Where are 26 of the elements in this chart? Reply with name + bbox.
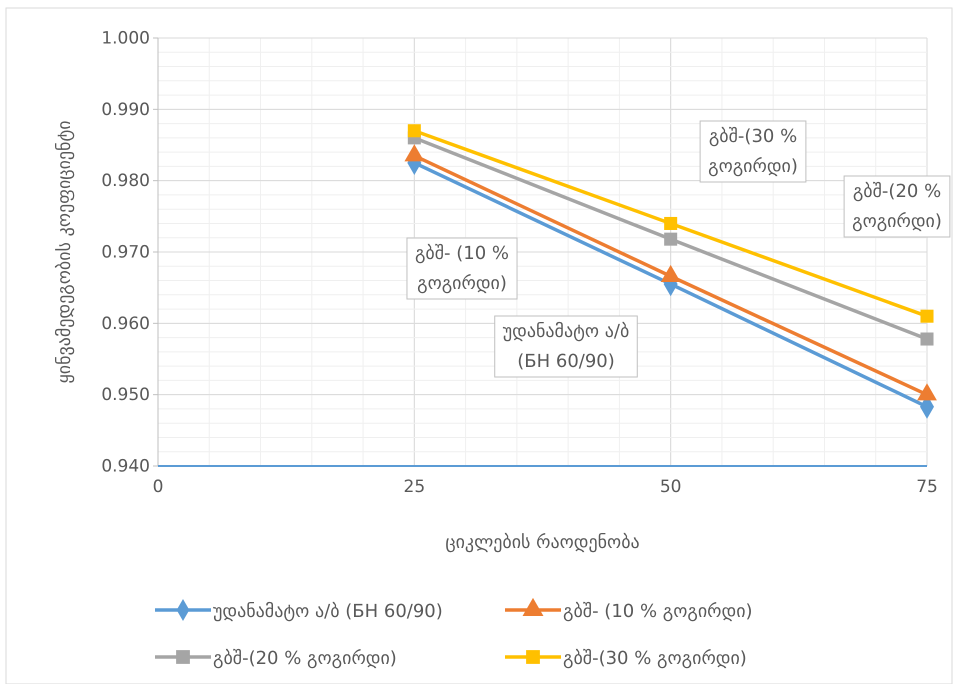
annotation: გბშ-(30 % გოგირდი) (708, 126, 798, 177)
point (920, 332, 934, 346)
y-tick-label: 0.970 (101, 242, 150, 262)
annotation: გბშ- (10 % გოგირდი) (414, 243, 510, 294)
legend-label: გბშ-(20 % გოგირდი) (213, 648, 397, 669)
legend-label: გბშ- (10 % გოგირდი) (563, 601, 753, 622)
y-tick-label: 0.960 (101, 314, 150, 334)
y-tick-label: 0.990 (101, 100, 150, 120)
y-tick-label: 0.940 (101, 456, 150, 476)
legend-label: უდანამატო ა/ბ (БН 60/90) (213, 601, 443, 622)
point (920, 310, 934, 323)
y-axis-title: ყინვამედეგობის კოეფიციენტი (54, 120, 75, 384)
y-tick-label: 0.950 (101, 385, 150, 406)
annotation: გბშ-(20 % გოგირდი) (852, 181, 942, 232)
x-tick-label: 0 (152, 477, 164, 498)
point (664, 232, 678, 246)
point (664, 216, 678, 230)
x-tick-label: 50 (660, 477, 682, 498)
x-axis-title: ციკლების რაოდენობა (445, 532, 640, 553)
x-tick-label: 25 (404, 477, 426, 498)
point (408, 124, 421, 138)
annotation: უდანამატო ა/ბ (БН 60/90) (502, 321, 630, 372)
y-tick-label: 1.000 (101, 28, 150, 48)
y-tick-label: 0.980 (101, 171, 150, 192)
x-tick-label: 75 (916, 477, 938, 498)
legend-label: გბშ-(30 % გოგირდი) (563, 648, 747, 669)
